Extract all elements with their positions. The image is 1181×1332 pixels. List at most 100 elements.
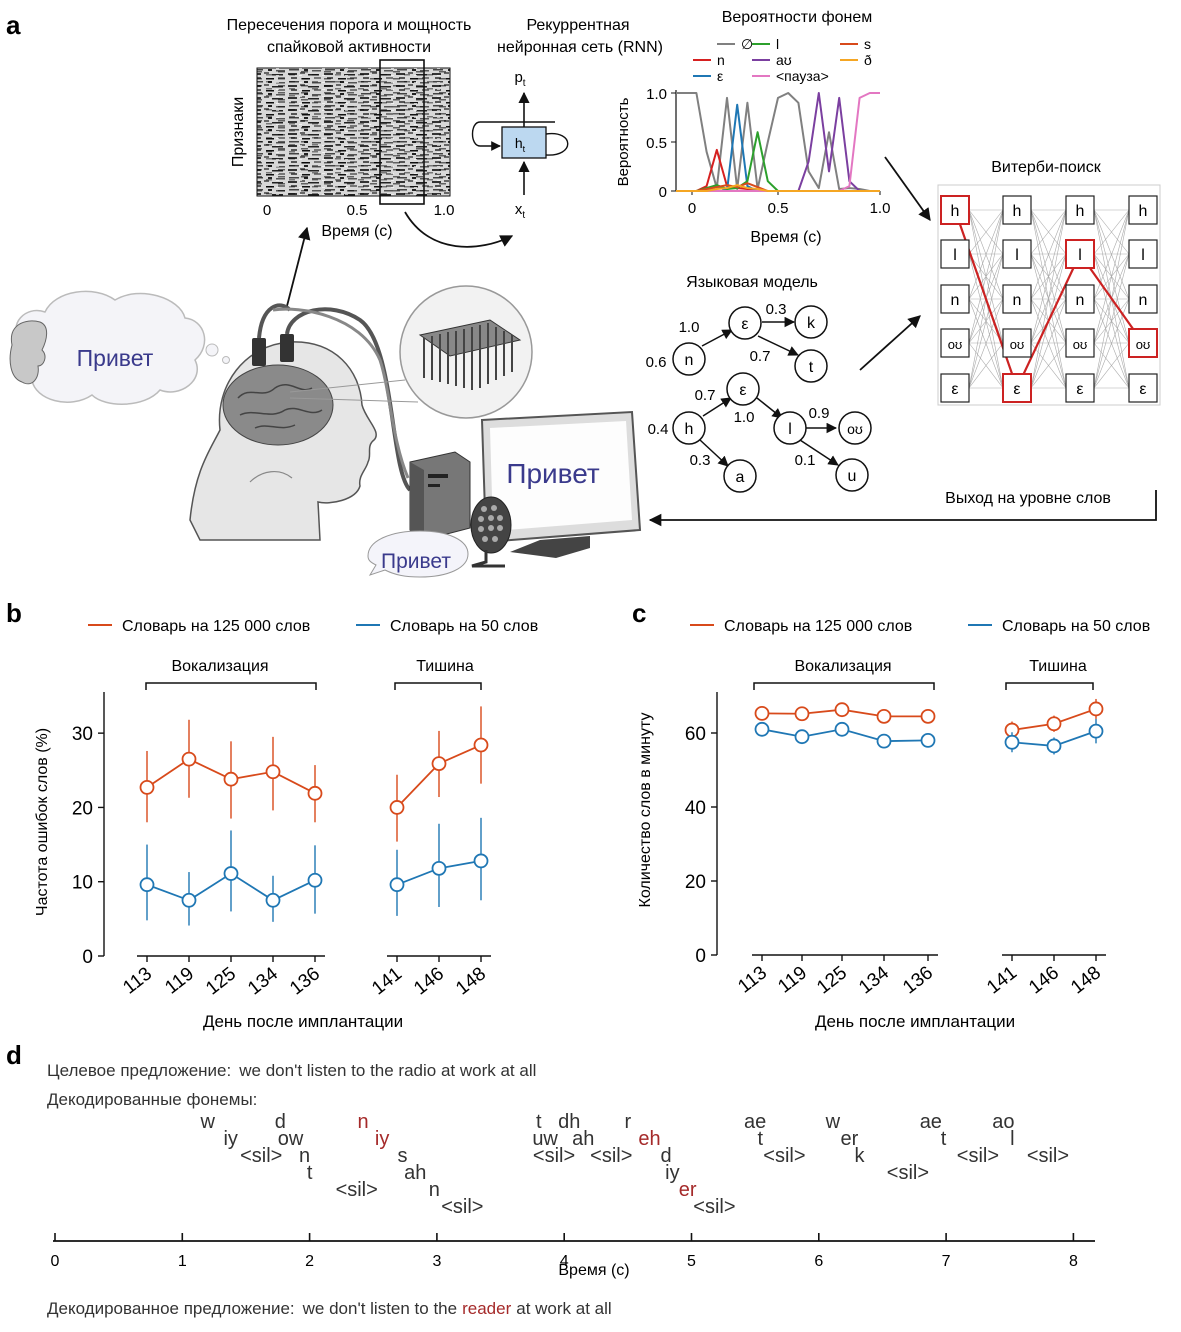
lm-node-9 (835, 458, 869, 492)
phoneme-32: <sil> (887, 1162, 929, 1184)
c-xtick-label-2: 125 (813, 962, 851, 998)
decoded-phonemes-label: Декодированные фонемы: (47, 1090, 257, 1109)
c-ytick-label-0: 0 (695, 946, 706, 967)
viterbi-edges (968, 209, 1130, 389)
c-series-0-point-4 (920, 708, 936, 724)
phon-legend-label-1: n (717, 52, 725, 68)
viterbi-grid: h l n oʊ ε h l n oʊ ε h l n oʊ ε h l n oʊ ε (940, 195, 1158, 403)
zoom-line-2 (289, 397, 419, 403)
word-output-label: Выход на уровне слов (945, 490, 1111, 507)
viterbi-edge (1093, 209, 1130, 255)
language-model-title: Языковая модель (686, 274, 818, 291)
panel-d: d Целевое предложение: we don't listen to… (6, 1040, 1095, 1318)
phoneme-16: <sil> (533, 1145, 575, 1167)
b-series-1-point-2 (223, 866, 239, 881)
group-bracket-c-1 (1005, 682, 1094, 690)
viterbi-edge (1093, 253, 1130, 389)
phoneme-13: <sil> (441, 1196, 483, 1218)
phoneme-8: iy (375, 1128, 389, 1150)
phoneme-22: d (660, 1145, 671, 1167)
raster-tick-2: 1.0 (434, 202, 455, 219)
thought-dot-2 (222, 356, 230, 364)
raster-image-overlay (257, 68, 450, 196)
time-tick-label-4: 4 (560, 1253, 569, 1270)
phon-legend-label-7: ð (864, 52, 872, 68)
phoneme-19: <sil> (590, 1145, 632, 1167)
lm-edge-h-a (699, 439, 729, 467)
viterbi-edge (968, 342, 1004, 389)
time-tick-label-2: 2 (305, 1253, 314, 1270)
c-xtick-label-4: 136 (899, 962, 937, 998)
viterbi-edge (1093, 209, 1130, 300)
phoneme-23: iy (665, 1162, 679, 1184)
word-output-arrow (648, 490, 1157, 527)
lm-w-n-prior: 0.6 (646, 354, 667, 371)
lm-node-label-3: t (809, 359, 814, 376)
phoneme-7: n (358, 1111, 369, 1133)
rnn-hidden-label: ht (515, 135, 526, 154)
decoded-sentence-line: Декодированное предложение: we don't list… (47, 1299, 612, 1318)
phoneme-33: ae (920, 1111, 942, 1133)
viterbi-node (1065, 373, 1095, 403)
viterbi-node-label: n (1139, 292, 1148, 309)
b-ytick-label-2: 20 (72, 798, 93, 819)
b-series-0-point-4 (307, 785, 323, 801)
raster-to-rnn-arrow (404, 211, 514, 248)
b-xtick-label-0: 113 (119, 963, 156, 998)
legend-b-label-0: Словарь на 125 000 слов (122, 618, 310, 635)
viterbi-node-label: oʊ (1010, 337, 1025, 352)
viterbi-node-label: ε (951, 381, 958, 398)
viterbi-node (1128, 239, 1158, 269)
c-xtick-label-0: 113 (734, 962, 771, 997)
chart-b-ylabel: Частота ошибок слов (%) (34, 728, 51, 916)
word-output-feedback: Выход на уровне слов (648, 490, 1157, 527)
legend-c-label-1: Словарь на 50 слов (1002, 618, 1150, 635)
phoneme-1: iy (223, 1128, 237, 1150)
c-xtick-label-5: 141 (983, 962, 1021, 998)
phoneme-18: ah (572, 1128, 594, 1150)
c-ytick-label-3: 60 (685, 724, 706, 745)
viterbi-node-label: l (1015, 247, 1019, 264)
viterbi-node-label: h (1139, 203, 1148, 220)
c-xtick-label-7: 148 (1067, 962, 1105, 998)
viterbi-node (1002, 373, 1032, 403)
electrode-array-icon (418, 319, 522, 390)
viterbi-edge (1030, 209, 1067, 300)
viterbi-edge (1030, 342, 1067, 389)
viterbi-best-path (953, 209, 1144, 391)
b-series-0-point-1 (181, 751, 197, 767)
b-xtick-label-1: 119 (161, 963, 198, 998)
c-series-1-point-4 (920, 733, 936, 748)
group-bracket-c-0 (753, 682, 935, 690)
time-axis: 0 1 2 3 4 5 6 7 8 (51, 1233, 1095, 1270)
viterbi-node (1128, 328, 1158, 358)
speaker-bubble (367, 530, 469, 578)
lm-w-n-eps: 1.0 (679, 319, 700, 336)
lm-node-7 (838, 411, 872, 445)
viterbi-edge (968, 209, 1004, 300)
viterbi-node-label: l (1141, 247, 1145, 264)
lm-edge-h-eps (702, 397, 732, 417)
computer-tower-icon (409, 451, 471, 541)
lm-node-3 (794, 349, 828, 383)
raster-ylabel: Признаки (230, 97, 247, 167)
lm-edges (699, 316, 839, 467)
c-series-1-point-7 (1088, 723, 1104, 739)
phoneme-0: w (200, 1111, 216, 1133)
rnn-input-label: xt (515, 201, 526, 221)
panel-c-letter: c (632, 598, 646, 628)
c-xtick-label-6: 146 (1025, 962, 1063, 998)
lm-node-6 (773, 411, 807, 445)
decoded-part-2: at work at all (516, 1299, 611, 1318)
rnn-diagram: Рекуррентная нейронная сеть (RNN) pt ht … (404, 17, 663, 248)
lm-node-label-2: n (685, 352, 694, 369)
c-series-0-point-1 (794, 706, 810, 722)
legend-b-label-1: Словарь на 50 слов (390, 618, 538, 635)
phoneme-27: t (757, 1128, 763, 1150)
phoneme-5: n (299, 1145, 310, 1167)
decoded-label: Декодированное предложение: (47, 1299, 295, 1318)
b-series-0-point-0 (139, 779, 155, 795)
phon-series-4 (676, 92, 880, 192)
